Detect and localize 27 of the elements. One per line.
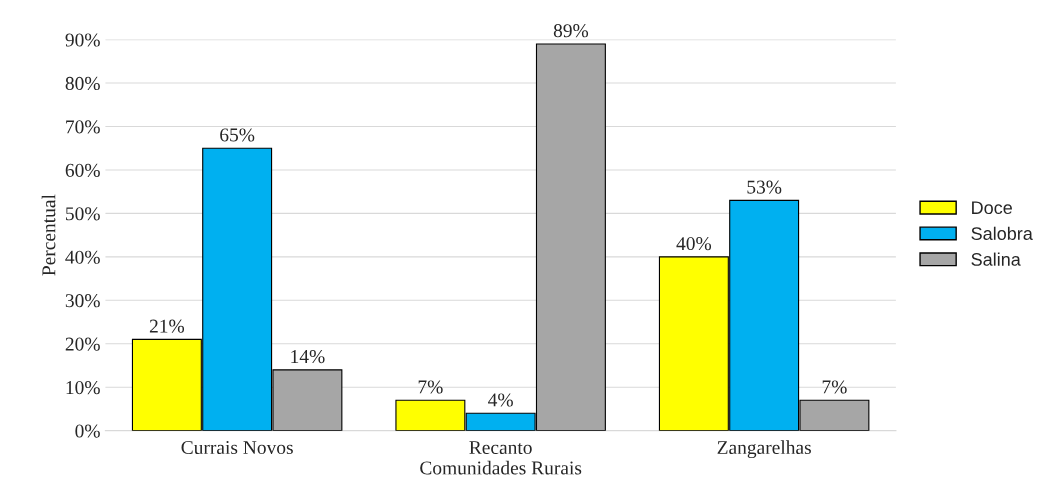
y-tick-label: 20% bbox=[65, 337, 100, 351]
legend-label: Salobra bbox=[971, 226, 1033, 240]
x-axis-title: Comunidades Rurais bbox=[420, 460, 582, 475]
legend-label: Salina bbox=[971, 252, 1021, 266]
data-label: 40% bbox=[676, 237, 712, 251]
y-tick-label: 0% bbox=[75, 424, 100, 438]
data-label: 21% bbox=[149, 319, 185, 333]
y-tick-label: 90% bbox=[65, 33, 100, 47]
y-tick-label: 60% bbox=[65, 163, 100, 177]
x-tick-label: Recanto bbox=[469, 441, 532, 455]
data-label: 65% bbox=[220, 128, 255, 142]
y-tick-label: 70% bbox=[66, 120, 100, 134]
y-tick-label: 50% bbox=[66, 207, 100, 221]
data-label: 53% bbox=[747, 180, 782, 194]
data-label: 7% bbox=[418, 380, 443, 394]
legend-label: Doce bbox=[972, 201, 1012, 215]
data-label: 14% bbox=[291, 349, 325, 364]
x-tick-label: Currais Novos bbox=[181, 440, 293, 455]
y-axis-title: Percentual bbox=[41, 194, 56, 276]
y-tick-label: 80% bbox=[65, 76, 100, 91]
y-tick-label: 40% bbox=[65, 250, 100, 264]
data-label: 89% bbox=[553, 24, 589, 38]
data-label: 7% bbox=[822, 380, 847, 394]
y-tick-label: 30% bbox=[65, 294, 100, 308]
data-label: 4% bbox=[488, 393, 513, 407]
x-tick-label: Zangarelhas bbox=[717, 440, 811, 459]
y-tick-label: 10% bbox=[66, 381, 100, 395]
